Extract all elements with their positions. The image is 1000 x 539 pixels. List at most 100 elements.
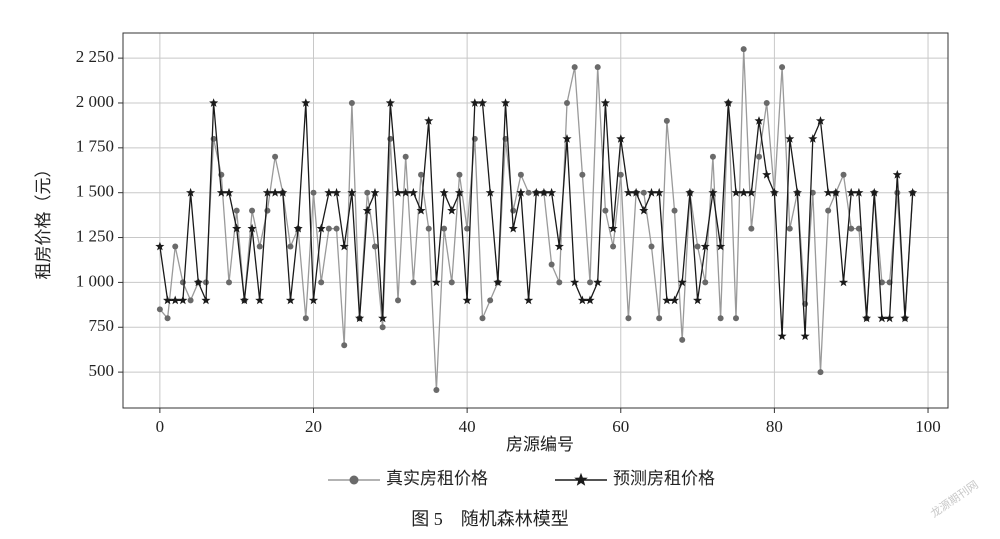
marker xyxy=(370,187,380,197)
marker xyxy=(732,315,739,322)
marker xyxy=(510,207,517,214)
marker xyxy=(717,315,724,322)
marker xyxy=(425,225,432,232)
marker xyxy=(302,315,309,322)
marker xyxy=(577,295,587,305)
marker xyxy=(708,187,718,197)
y-tick-label: 2 250 xyxy=(76,47,114,66)
marker xyxy=(278,187,288,197)
marker xyxy=(216,187,226,197)
marker xyxy=(431,277,441,287)
marker xyxy=(869,187,879,197)
marker xyxy=(740,46,747,53)
plot-frame xyxy=(122,32,949,409)
x-axis-label: 房源编号 xyxy=(506,435,574,454)
marker xyxy=(825,207,832,214)
marker xyxy=(894,189,901,196)
marker xyxy=(763,99,770,106)
marker xyxy=(256,243,263,250)
marker xyxy=(193,277,203,287)
marker xyxy=(209,98,219,107)
series-line xyxy=(159,49,914,391)
marker xyxy=(594,64,601,71)
marker xyxy=(616,134,626,143)
marker xyxy=(287,243,294,250)
marker xyxy=(654,187,664,197)
marker xyxy=(285,295,295,305)
marker xyxy=(385,98,395,107)
marker xyxy=(355,313,365,323)
marker xyxy=(448,279,455,286)
marker xyxy=(848,225,855,232)
marker xyxy=(663,117,670,124)
marker xyxy=(324,187,334,197)
marker xyxy=(862,313,872,323)
marker xyxy=(646,187,657,197)
marker xyxy=(462,295,472,305)
marker xyxy=(723,98,733,107)
x-tick-label: 100 xyxy=(915,417,941,436)
marker xyxy=(464,225,471,232)
marker xyxy=(371,243,378,250)
marker xyxy=(679,336,686,343)
marker xyxy=(693,295,703,305)
marker xyxy=(247,223,257,233)
marker xyxy=(908,187,918,197)
marker xyxy=(255,295,265,305)
marker xyxy=(333,225,340,232)
marker xyxy=(202,279,209,286)
marker xyxy=(433,387,440,394)
marker xyxy=(854,187,864,197)
marker xyxy=(846,187,856,197)
marker xyxy=(777,331,787,341)
marker xyxy=(779,64,786,71)
marker xyxy=(539,187,549,197)
marker xyxy=(525,189,532,196)
marker xyxy=(401,187,411,197)
marker xyxy=(316,223,326,233)
x-tick-label: 20 xyxy=(305,417,322,436)
marker xyxy=(293,223,303,233)
x-tick-label: 60 xyxy=(612,417,629,436)
marker xyxy=(524,295,534,305)
marker xyxy=(318,279,325,286)
watermark: 龙源期刊网 xyxy=(928,477,981,520)
marker xyxy=(769,187,779,197)
marker xyxy=(270,187,280,197)
x-tick-label: 40 xyxy=(459,417,476,436)
marker xyxy=(739,187,749,197)
marker xyxy=(187,297,194,304)
marker xyxy=(716,241,726,251)
marker xyxy=(233,207,240,214)
marker xyxy=(508,223,518,233)
marker xyxy=(531,187,541,197)
marker xyxy=(600,98,610,107)
x-tick-label: 80 xyxy=(766,417,783,436)
marker xyxy=(571,64,578,71)
marker xyxy=(395,297,401,304)
marker xyxy=(264,207,271,214)
y-axis-label: 租房价格（元） xyxy=(34,161,53,280)
marker xyxy=(762,169,772,179)
marker xyxy=(178,295,188,305)
marker xyxy=(393,187,403,197)
marker xyxy=(164,315,171,322)
marker xyxy=(610,243,617,250)
marker xyxy=(892,169,902,179)
marker xyxy=(547,187,557,197)
marker xyxy=(631,187,641,197)
y-tick-label: 500 xyxy=(89,361,115,380)
marker xyxy=(418,171,425,178)
marker xyxy=(155,241,165,251)
y-tick-label: 1 000 xyxy=(76,271,114,290)
marker xyxy=(339,241,349,251)
marker xyxy=(815,116,826,125)
marker xyxy=(325,225,332,232)
marker xyxy=(754,116,764,125)
marker xyxy=(470,98,480,107)
marker xyxy=(808,134,818,143)
marker xyxy=(702,279,709,286)
marker xyxy=(301,98,311,107)
marker xyxy=(562,134,572,143)
